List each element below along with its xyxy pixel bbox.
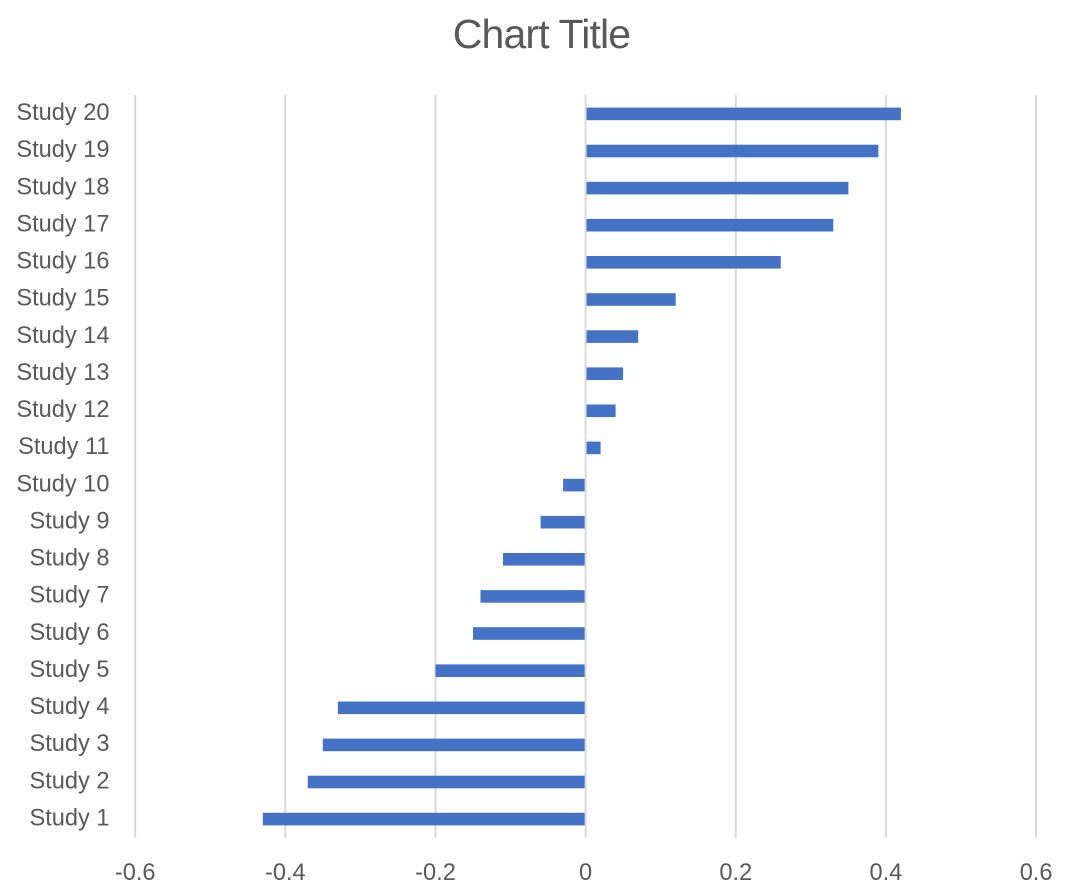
svg-text:0: 0 [579, 860, 592, 886]
svg-text:Study 10: Study 10 [16, 471, 109, 497]
svg-text:Study 18: Study 18 [16, 174, 109, 200]
svg-text:Study 4: Study 4 [29, 694, 109, 720]
svg-text:Study 12: Study 12 [16, 397, 109, 423]
svg-text:-0.2: -0.2 [415, 860, 456, 886]
svg-text:Study 15: Study 15 [16, 286, 109, 312]
svg-text:Chart Title: Chart Title [453, 11, 631, 57]
svg-text:Study 11: Study 11 [18, 434, 109, 460]
svg-text:Study 20: Study 20 [16, 100, 109, 126]
svg-text:Study 13: Study 13 [16, 360, 109, 386]
svg-text:-0.4: -0.4 [265, 860, 306, 886]
svg-text:-0.6: -0.6 [115, 860, 156, 886]
svg-text:Study 3: Study 3 [29, 731, 109, 757]
svg-text:Study 2: Study 2 [29, 768, 109, 794]
svg-text:Study 17: Study 17 [16, 212, 109, 238]
svg-text:0.6: 0.6 [1020, 860, 1053, 886]
svg-text:0.2: 0.2 [719, 860, 752, 886]
svg-text:Study 16: Study 16 [16, 249, 109, 275]
svg-text:Study 19: Study 19 [16, 137, 109, 163]
svg-text:Study 9: Study 9 [29, 508, 109, 534]
svg-text:0.4: 0.4 [869, 860, 902, 886]
svg-text:Study 5: Study 5 [29, 657, 109, 683]
svg-text:Study 7: Study 7 [29, 583, 109, 609]
svg-text:Study 14: Study 14 [16, 323, 109, 349]
svg-text:Study 8: Study 8 [29, 546, 109, 572]
svg-text:Study 1: Study 1 [29, 805, 109, 831]
svg-text:Study 6: Study 6 [29, 620, 109, 646]
